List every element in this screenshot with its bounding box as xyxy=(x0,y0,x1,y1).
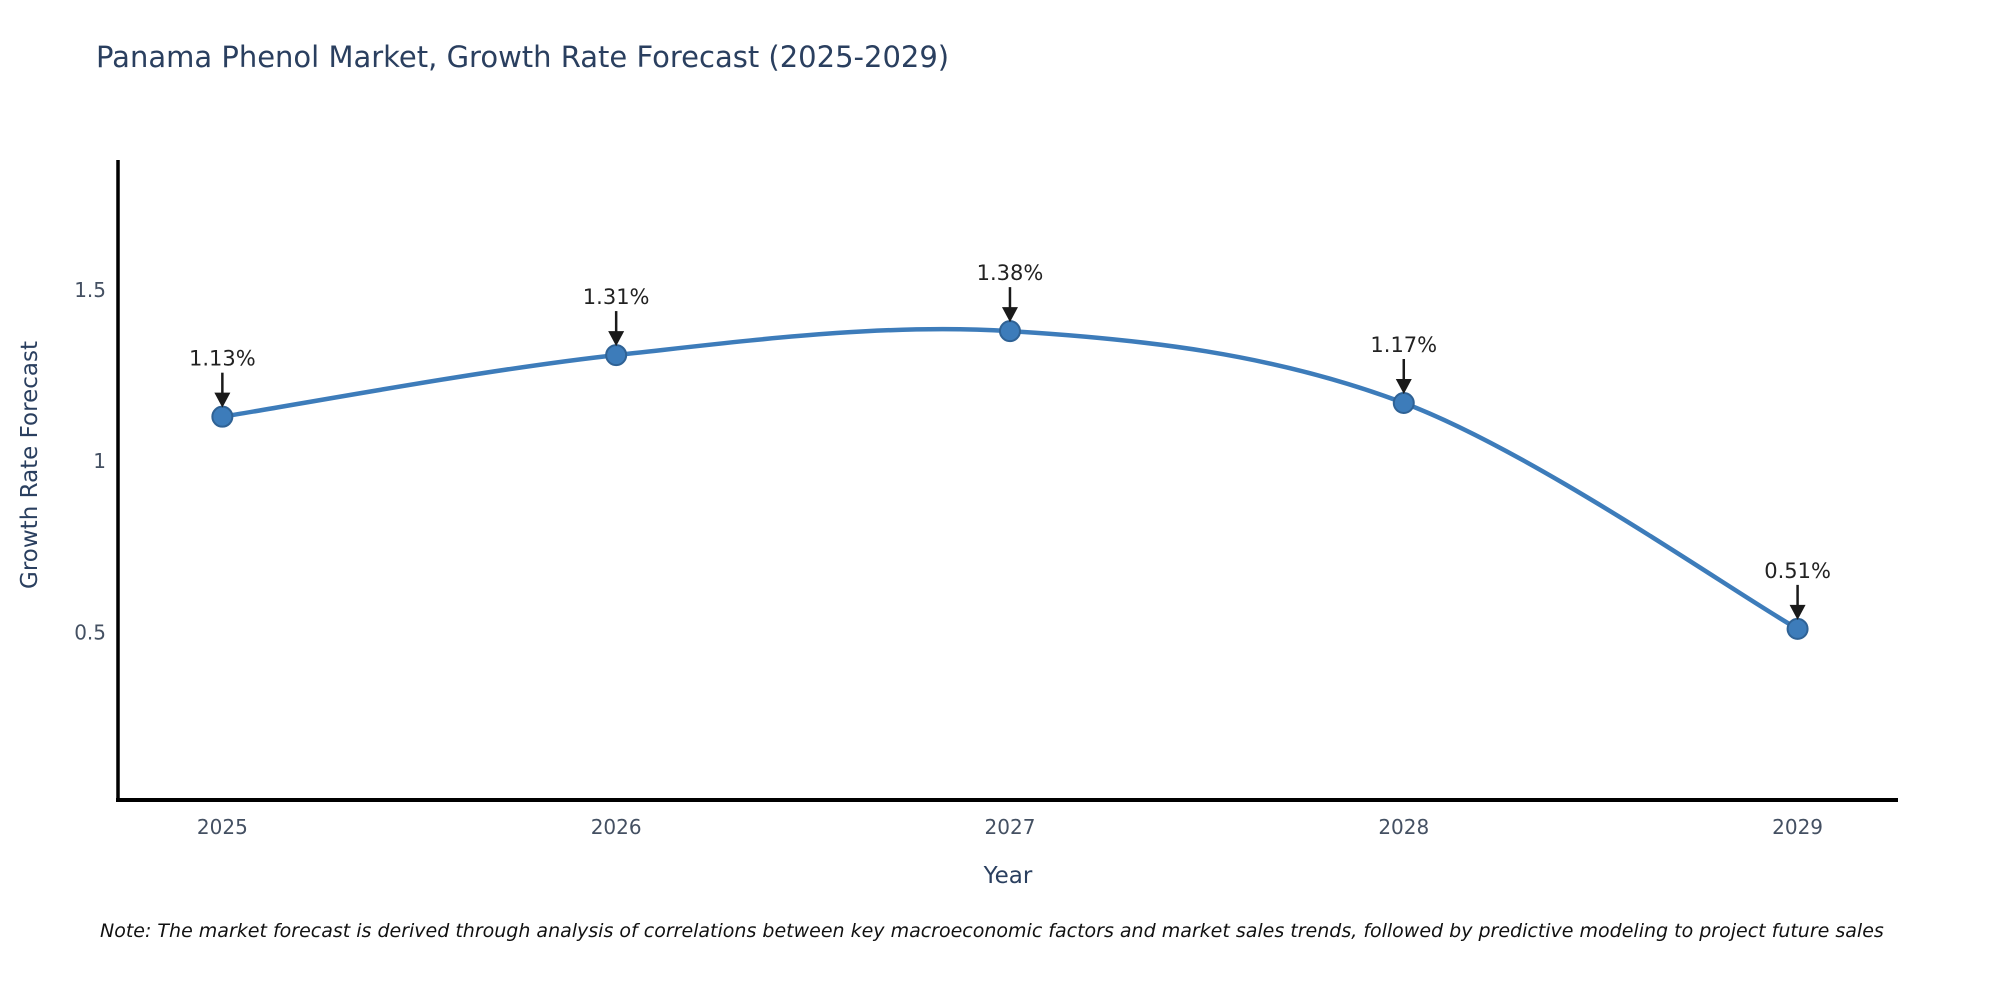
data-point-marker xyxy=(211,405,234,428)
data-point-marker xyxy=(998,320,1021,343)
annotation-arrowhead xyxy=(1001,307,1018,323)
x-tick-label: 2029 xyxy=(1772,815,1823,839)
x-tick-label: 2028 xyxy=(1378,815,1429,839)
y-tick-label: 0.5 xyxy=(74,620,106,644)
data-point-label: 1.17% xyxy=(1370,333,1437,357)
point-annotations: 1.13% 1.31% 1.38% 1.17% 0.51% xyxy=(189,261,1831,620)
series-line xyxy=(222,326,1799,631)
data-point-marker xyxy=(1786,617,1809,640)
data-point-label: 1.31% xyxy=(583,285,650,309)
annotation-arrowhead xyxy=(608,331,625,347)
chart-title: Panama Phenol Market, Growth Rate Foreca… xyxy=(96,40,950,74)
annotation-arrowhead xyxy=(214,392,231,408)
annotation-arrowhead xyxy=(1789,604,1806,620)
x-tick-label: 2025 xyxy=(197,815,248,839)
x-tick-label: 2027 xyxy=(985,815,1036,839)
axis-ticks: 2025 2026 2027 2028 2029 0.5 1 1.5 xyxy=(74,278,1823,839)
data-point-marker xyxy=(1392,391,1415,414)
y-tick-label: 1 xyxy=(93,449,106,473)
x-axis-title: Year xyxy=(983,863,1033,889)
annotation-arrowhead xyxy=(1395,378,1412,394)
data-point-marker xyxy=(605,344,628,367)
data-point-label: 1.38% xyxy=(977,261,1044,285)
x-tick-label: 2026 xyxy=(591,815,642,839)
line-series xyxy=(211,320,1809,640)
data-point-label: 1.13% xyxy=(189,347,256,371)
data-point-label: 0.51% xyxy=(1764,559,1831,583)
y-tick-label: 1.5 xyxy=(74,278,106,302)
footnote: Note: The market forecast is derived thr… xyxy=(100,920,1884,942)
